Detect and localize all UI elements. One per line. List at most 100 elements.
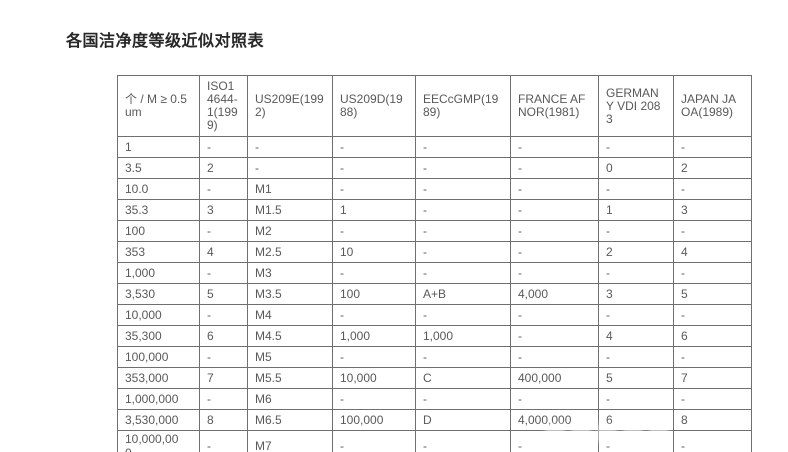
- column-header: GERMANY VDI 2083: [598, 75, 674, 137]
- table-cell: D: [415, 409, 511, 431]
- table-cell: 5: [598, 367, 674, 389]
- table-cell: -: [332, 157, 416, 179]
- table-cell: 10: [332, 241, 416, 263]
- table-cell: -: [415, 304, 511, 326]
- table-cell: -: [510, 325, 599, 347]
- table-cell: 1: [598, 199, 674, 221]
- table-cell: -: [510, 220, 599, 242]
- table-cell: -: [598, 220, 674, 242]
- table-cell: M1: [247, 178, 333, 200]
- column-header: EECcGMP(1989): [415, 75, 511, 137]
- table-cell: 7: [673, 367, 752, 389]
- table-cell: -: [673, 220, 752, 242]
- table-cell: -: [247, 157, 333, 179]
- table-cell: -: [199, 346, 248, 368]
- table-cell: M4.5: [247, 325, 333, 347]
- table-cell: M3.5: [247, 283, 333, 305]
- table-cell: 1: [117, 136, 200, 158]
- table-cell: M6: [247, 388, 333, 410]
- table-cell: 1,000: [332, 325, 416, 347]
- table-cell: 3: [199, 199, 248, 221]
- table-cell: 35.3: [117, 199, 200, 221]
- table-cell: -: [415, 262, 511, 284]
- table-cell: -: [510, 388, 599, 410]
- table-cell: -: [673, 346, 752, 368]
- table-row: 35.3 3 M1.5 1- -1 3: [117, 199, 752, 221]
- table-cell: 3: [598, 283, 674, 305]
- table-cell: M1.5: [247, 199, 333, 221]
- table-cell: 0: [598, 157, 674, 179]
- page-title: 各国洁净度等级近似对照表: [66, 33, 265, 50]
- table-cell: 8: [199, 409, 248, 431]
- table-cell: M4: [247, 304, 333, 326]
- table-row: 100- M2- - - - -: [117, 220, 752, 242]
- table-cell: -: [673, 262, 752, 284]
- table-cell: 100,000: [117, 346, 200, 368]
- column-header: ISO14644-1(1999): [199, 75, 248, 137]
- table-cell: -: [199, 430, 248, 452]
- table-cell: -: [332, 430, 416, 452]
- table-cell: -: [510, 262, 599, 284]
- table-row: 100,000- M5- - - - -: [117, 346, 752, 368]
- table-cell: -: [199, 178, 248, 200]
- table-cell: -: [415, 136, 511, 158]
- table-row: 35,300 6 M4.5 1,000 1,000-4 6: [117, 325, 752, 347]
- column-header: FRANCE AFNOR(1981): [510, 75, 599, 137]
- table-cell: 35,300: [117, 325, 200, 347]
- table-cell: 1,000: [117, 262, 200, 284]
- table-cell: -: [510, 136, 599, 158]
- table-cell: -: [598, 388, 674, 410]
- table-cell: -: [332, 262, 416, 284]
- table-cell: 100,000: [332, 409, 416, 431]
- table-cell: 3.5: [117, 157, 200, 179]
- table-cell: 400,000: [510, 367, 599, 389]
- table-row: 10.0- M1- - - - -: [117, 178, 752, 200]
- table-cell: 4: [199, 241, 248, 263]
- table-cell: 4: [673, 241, 752, 263]
- table-cell: -: [415, 430, 511, 452]
- table-cell: -: [510, 430, 599, 452]
- table-cell: -: [199, 388, 248, 410]
- table-cell: 353: [117, 241, 200, 263]
- table-cell: -: [598, 346, 674, 368]
- table-cell: -: [598, 262, 674, 284]
- table-cell: -: [332, 136, 416, 158]
- table-cell: -: [510, 157, 599, 179]
- table-cell: -: [673, 430, 752, 452]
- table-cell: -: [199, 136, 248, 158]
- table-row: 10,000- M4- - - - -: [117, 304, 752, 326]
- column-header: US209E(1992): [247, 75, 333, 137]
- table-cell: 8: [673, 409, 752, 431]
- column-header: US209D(1988): [332, 75, 416, 137]
- table-cell: -: [673, 304, 752, 326]
- table-cell: -: [415, 346, 511, 368]
- table-cell: -: [332, 346, 416, 368]
- table-cell: 6: [199, 325, 248, 347]
- table-cell: -: [510, 346, 599, 368]
- table-row: 3.5 2- - - -0 2: [117, 157, 752, 179]
- table-cell: 6: [598, 409, 674, 431]
- table-cell: -: [673, 178, 752, 200]
- table-row: 1,000,000- M6- - - - -: [117, 388, 752, 410]
- table-row: 3,530,000 8 M6.5 100,000 D 4,000,000 6 8: [117, 409, 752, 431]
- table-cell: 100: [332, 283, 416, 305]
- table-cell: -: [415, 157, 511, 179]
- table-cell: -: [332, 178, 416, 200]
- table-cell: M6.5: [247, 409, 333, 431]
- table-cell: -: [598, 178, 674, 200]
- table-cell: -: [510, 178, 599, 200]
- table-cell: -: [199, 262, 248, 284]
- table-cell: 3,530: [117, 283, 200, 305]
- table-row: 10,000,000-M7-----: [117, 430, 752, 452]
- column-header: JAPAN JAOA(1989): [673, 75, 752, 137]
- table-cell: -: [510, 199, 599, 221]
- table-cell: M2.5: [247, 241, 333, 263]
- table-cell: -: [510, 304, 599, 326]
- table-row: 353,000 7 M5.5 10,000 C 400,000 5 7: [117, 367, 752, 389]
- table-cell: A+B: [415, 283, 511, 305]
- table-cell: 1,000: [415, 325, 511, 347]
- table-cell: -: [415, 199, 511, 221]
- table-cell: 4,000: [510, 283, 599, 305]
- table-cell: -: [673, 136, 752, 158]
